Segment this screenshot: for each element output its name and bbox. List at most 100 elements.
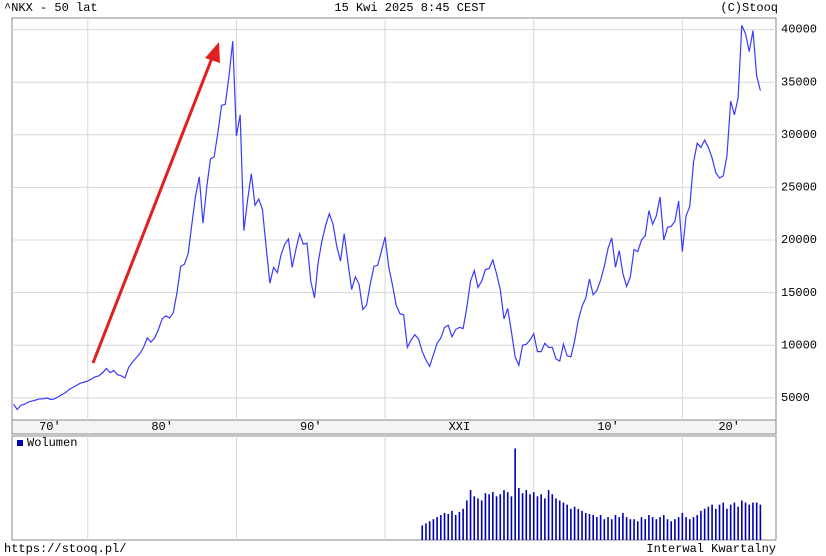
- volume-bar: [622, 512, 624, 540]
- volume-bar: [499, 494, 502, 540]
- volume-bar: [677, 517, 680, 540]
- volume-bar: [562, 502, 565, 540]
- volume-bar: [555, 498, 557, 540]
- x-tick-label: 80': [151, 420, 173, 434]
- x-tick-label: 90': [300, 420, 322, 434]
- volume-bar: [436, 517, 438, 540]
- volume-bar: [566, 504, 568, 540]
- volume-bar: [518, 488, 520, 540]
- volume-bar: [614, 515, 617, 540]
- volume-bar: [688, 519, 691, 540]
- volume-bar: [715, 508, 717, 540]
- volume-bar: [659, 517, 661, 540]
- volume-bar: [443, 512, 446, 540]
- volume-bar: [529, 494, 531, 540]
- volume-bar: [681, 512, 684, 540]
- volume-bar: [440, 515, 442, 540]
- chart-title: ^NKX - 50 lat: [4, 1, 98, 15]
- volume-bar: [674, 519, 676, 540]
- volume-bar: [696, 515, 699, 540]
- volume-bar: [744, 502, 747, 540]
- volume-bar: [503, 490, 505, 540]
- volume-bar: [700, 510, 702, 540]
- volume-bar: [521, 493, 524, 540]
- volume-bar: [488, 494, 490, 540]
- volume-bar: [726, 508, 728, 540]
- volume-bar: [451, 510, 453, 540]
- y-tick-label: 20000: [781, 233, 817, 247]
- volume-bar: [428, 521, 431, 540]
- volume-bar: [599, 515, 602, 540]
- volume-panel: [11, 435, 777, 541]
- volume-bar: [495, 496, 498, 540]
- volume-bar: [432, 519, 435, 540]
- volume-bar: [425, 523, 427, 540]
- x-tick-label: XXI: [449, 420, 471, 434]
- volume-bar: [532, 492, 535, 540]
- volume-bar: [618, 517, 620, 540]
- volume-bar: [506, 492, 509, 540]
- volume-bar: [685, 517, 687, 540]
- footer-interval: Interwal Kwartalny: [646, 542, 776, 556]
- credit: (C)Stooq: [720, 1, 778, 15]
- volume-bar: [462, 508, 464, 540]
- volume-bar: [473, 496, 476, 540]
- x-tick-label: 20': [718, 420, 740, 434]
- volume-bar: [666, 519, 669, 540]
- y-tick-label: 30000: [781, 128, 817, 142]
- volume-bar: [421, 525, 424, 540]
- volume-bar: [466, 500, 468, 540]
- volume-bar: [547, 490, 550, 540]
- volume-bar: [584, 512, 587, 540]
- volume-bar: [692, 517, 695, 540]
- volume-bar: [492, 492, 494, 540]
- volume-bar: [729, 504, 732, 540]
- y-tick-label: 15000: [781, 286, 817, 300]
- price-panel: [11, 17, 777, 421]
- volume-bar: [454, 515, 457, 540]
- volume-bar: [610, 519, 613, 540]
- y-tick-label: 5000: [781, 391, 810, 405]
- volume-bar: [625, 517, 628, 540]
- volume-bar: [573, 506, 576, 540]
- chart-subtitle: 15 Kwi 2025 8:45 CEST: [334, 1, 485, 15]
- volume-bar: [636, 521, 639, 540]
- legend-label: Wolumen: [27, 436, 77, 450]
- volume-bar: [655, 519, 658, 540]
- volume-bar: [484, 493, 487, 540]
- volume-bar: [596, 517, 598, 540]
- volume-bar: [741, 500, 743, 540]
- volume-bar: [670, 521, 673, 540]
- volume-bar: [510, 496, 513, 540]
- volume-bar: [718, 504, 721, 540]
- volume-bar: [514, 448, 516, 540]
- volume-bar: [707, 506, 710, 540]
- volume-bar: [447, 514, 450, 540]
- volume-bar: [648, 515, 650, 540]
- volume-bar: [570, 508, 572, 540]
- volume-bar: [722, 502, 725, 540]
- y-tick-label: 25000: [781, 181, 817, 195]
- volume-bar: [640, 517, 643, 540]
- y-tick-label: 35000: [781, 75, 817, 89]
- annotation-arrowhead: [205, 42, 220, 63]
- volume-bar: [607, 517, 609, 540]
- price-line: [12, 25, 761, 411]
- volume-bar: [551, 494, 554, 540]
- volume-bar: [629, 519, 632, 540]
- volume-bar: [577, 508, 580, 540]
- volume-bar: [558, 500, 561, 540]
- volume-bar: [748, 504, 751, 540]
- annotation-arrow: [91, 57, 214, 364]
- y-tick-label: 10000: [781, 338, 817, 352]
- volume-bar: [633, 519, 635, 540]
- volume-bar: [644, 519, 646, 540]
- volume-bar: [733, 502, 736, 540]
- legend-swatch: [17, 440, 23, 446]
- volume-bar: [581, 510, 583, 540]
- volume-bar: [662, 515, 665, 540]
- x-tick-label: 10': [597, 420, 619, 434]
- footer-url: https://stooq.pl/: [4, 542, 126, 556]
- x-tick-label: 70': [39, 420, 61, 434]
- y-tick-label: 40000: [781, 23, 817, 37]
